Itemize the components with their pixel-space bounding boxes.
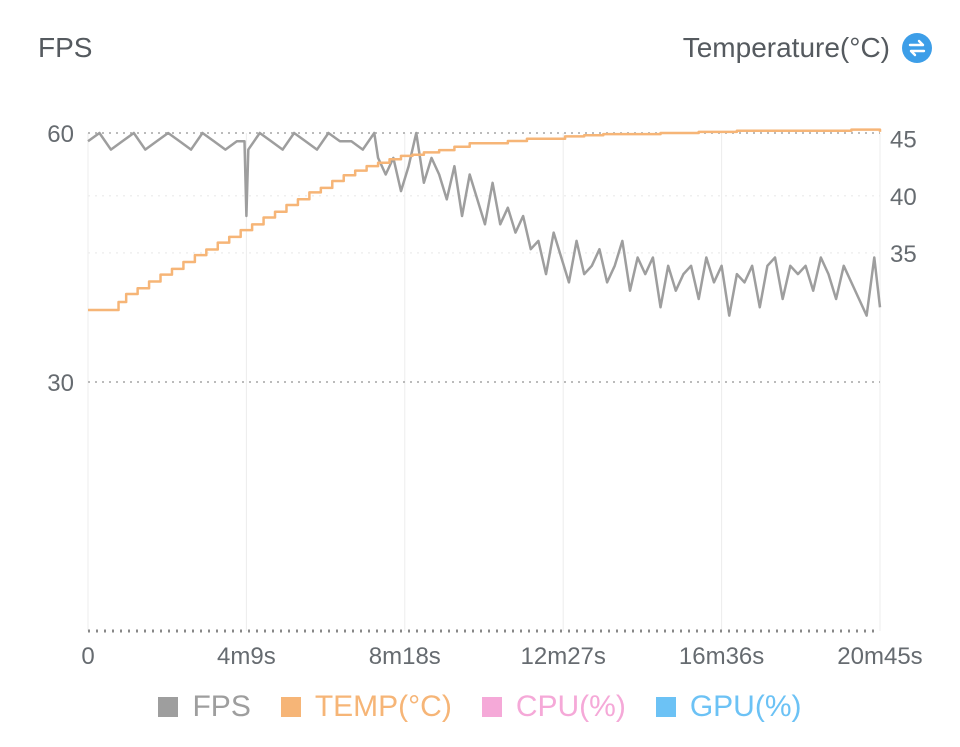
legend-label: GPU(%)	[689, 690, 802, 723]
right-axis-title: Temperature(°C)	[682, 32, 890, 63]
legend-swatch	[655, 697, 676, 717]
y-right-tick-label: 45	[890, 127, 917, 154]
swap-icon	[908, 39, 926, 57]
legend-label: FPS	[192, 690, 251, 723]
fps-temperature-chart: 30 60 35 40 45 0 4m9s 8m18s 12m27s 16m36s 20m45s	[47, 121, 922, 670]
legend-label: TEMP(°C)	[314, 690, 452, 723]
x-tick-label: 16m36s	[679, 643, 764, 670]
y-left-tick-label: 30	[47, 370, 74, 397]
legend-swatch	[481, 697, 502, 717]
legend-item[interactable]: GPU(%)	[655, 690, 802, 724]
y-right-tick-label: 40	[890, 184, 917, 211]
legend-swatch	[158, 697, 179, 717]
series-line-temp-c	[88, 128, 882, 312]
legend-item[interactable]: TEMP(°C)	[280, 690, 452, 724]
swap-axis-button[interactable]	[902, 33, 932, 63]
legend-item[interactable]: FPS	[158, 690, 251, 724]
legend-label: CPU(%)	[515, 690, 626, 723]
right-axis-header: Temperature(°C)	[683, 32, 932, 64]
x-tick-label: 8m18s	[369, 643, 441, 670]
series-line-fps	[87, 131, 882, 317]
x-tick-label: 4m9s	[217, 643, 276, 670]
legend-swatch	[280, 697, 301, 717]
x-tick-label: 0	[81, 643, 94, 670]
chart-legend: FPS TEMP(°C) CPU(%) GPU(%)	[0, 690, 960, 724]
x-tick-label: 12m27s	[521, 643, 606, 670]
y-left-tick-label: 60	[47, 121, 74, 148]
y-right-tick-label: 35	[890, 241, 917, 268]
x-tick-label: 20m45s	[837, 643, 922, 670]
left-axis-title: FPS	[38, 32, 93, 63]
legend-item[interactable]: CPU(%)	[481, 690, 626, 724]
